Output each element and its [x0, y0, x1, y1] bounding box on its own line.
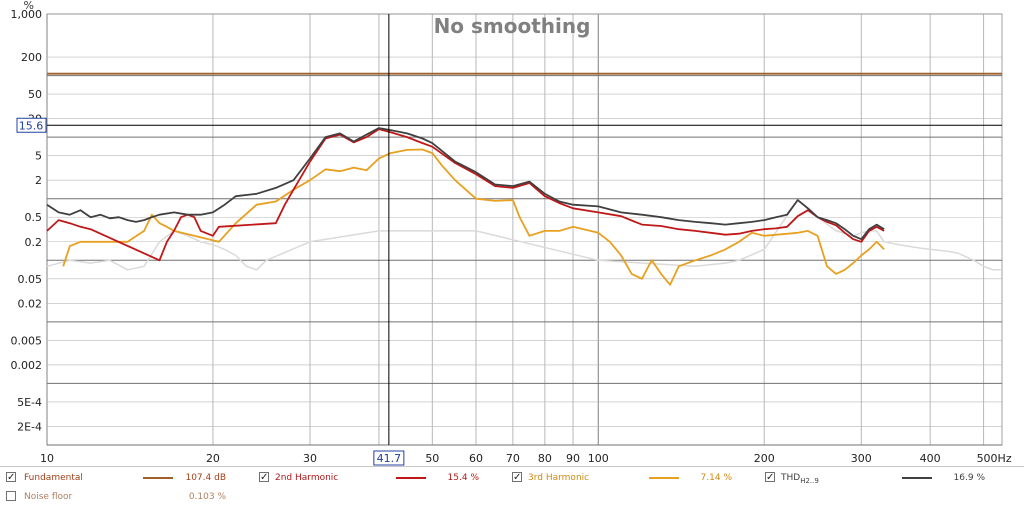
2nd-harmonic-checkbox[interactable]: [259, 469, 269, 487]
thd-value: 16.9 %: [953, 473, 985, 483]
legend-item-fundamental[interactable]: Fundamental 107.4 dB: [6, 469, 256, 487]
y-tick-label: 0.2: [25, 236, 43, 249]
x-tick-label: 90: [566, 452, 580, 465]
3rd-harmonic-label: 3rd Harmonic: [528, 473, 590, 483]
thd-label: THDH2..9: [781, 469, 819, 490]
y-tick-label: 5E-4: [17, 396, 42, 409]
fundamental-swatch: [143, 477, 173, 479]
3rd-harmonic-value: 7.14 %: [700, 473, 732, 483]
2nd-harmonic-value: 15.4 %: [447, 473, 479, 483]
thd-swatch: [902, 477, 932, 479]
x-tick-label: 70: [506, 452, 520, 465]
3rd-harmonic-checkbox[interactable]: [512, 469, 522, 487]
x-tick-label: 500Hz: [977, 452, 1012, 465]
series-line-noise-floor: [46, 199, 1002, 271]
2nd-harmonic-swatch: [396, 477, 426, 479]
3rd-harmonic-swatch: [649, 477, 679, 479]
rta-distortion-chart[interactable]: % 10 20 30 50 60 70 80 90 100 200 300 400 500Hz 1,000…: [0, 0, 1024, 466]
legend-item-2nd-harmonic[interactable]: 2nd Harmonic 15.4 %: [259, 469, 509, 487]
thd-checkbox[interactable]: [765, 469, 775, 487]
x-tick-label: 20: [206, 452, 220, 465]
x-tick-label: 50: [425, 452, 439, 465]
legend-item-noise-floor[interactable]: Noise floor 0.103 %: [6, 488, 256, 506]
y-tick-label: 2E-4: [17, 420, 42, 433]
x-tick-label: 300: [851, 452, 872, 465]
cursor-x-label: 41.7: [377, 452, 402, 465]
x-tick-label: 80: [538, 452, 552, 465]
plot-area[interactable]: [46, 13, 1003, 446]
y-tick-label: 0.002: [11, 359, 43, 372]
thd-label-sub: H2..9: [800, 476, 819, 485]
fundamental-label: Fundamental: [24, 473, 83, 483]
chart-title: No smoothing: [434, 14, 591, 38]
thd-label-main: THD: [781, 473, 801, 483]
y-tick-label: 2: [35, 174, 42, 187]
x-tick-label: 400: [920, 452, 941, 465]
y-tick-label: 1,000: [11, 8, 43, 21]
y-tick-label: 5: [35, 150, 42, 163]
noise-floor-label: Noise floor: [24, 492, 73, 502]
series-line-thd-h2-9: [46, 127, 885, 241]
cursor-y-box: [16, 117, 47, 133]
cursor-x-box: [373, 450, 405, 466]
noise-floor-value: 0.103 %: [188, 492, 226, 502]
legend-panel: Fundamental 107.4 dB 2nd Harmonic 15.4 %…: [0, 466, 1024, 511]
fundamental-value: 107.4 dB: [185, 473, 226, 483]
series-line-2nd-harmonic: [46, 128, 885, 262]
legend-item-thd[interactable]: THDH2..9 16.9 %: [765, 469, 1015, 487]
legend-item-3rd-harmonic[interactable]: 3rd Harmonic 7.14 %: [512, 469, 762, 487]
y-axis-unit: %: [24, 0, 34, 12]
y-tick-label: 0.05: [18, 273, 43, 286]
x-tick-label: 10: [40, 452, 54, 465]
2nd-harmonic-label: 2nd Harmonic: [275, 473, 339, 483]
x-tick-label: 100: [588, 452, 609, 465]
x-tick-label: 60: [469, 452, 483, 465]
fundamental-checkbox[interactable]: [6, 469, 16, 487]
x-tick-label: 200: [754, 452, 775, 465]
y-tick-label: 0.005: [11, 334, 43, 347]
cursor-y-label: 15.6: [19, 119, 44, 132]
y-tick-label: 50: [28, 88, 42, 101]
y-tick-label: 0.02: [18, 297, 43, 310]
y-tick-label: 0.5: [25, 211, 43, 224]
x-tick-label: 30: [303, 452, 317, 465]
noise-floor-checkbox[interactable]: [6, 491, 16, 501]
y-tick-label: 200: [21, 51, 42, 64]
